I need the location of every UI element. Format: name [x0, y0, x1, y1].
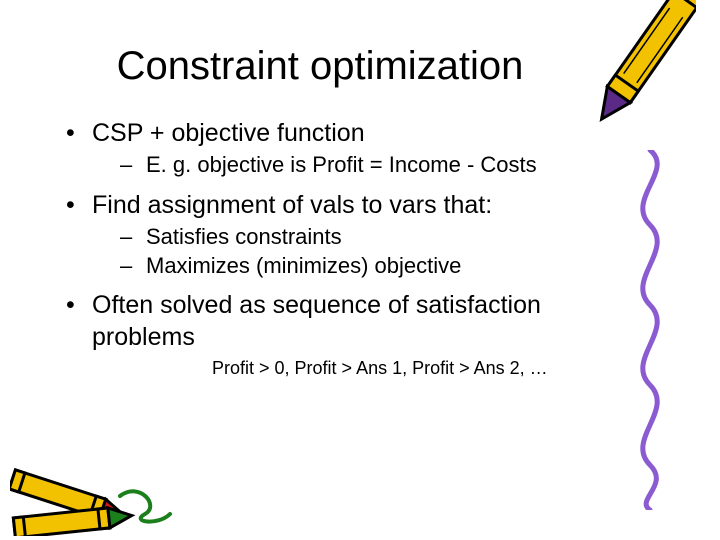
sub-bullet-list: Satisfies constraints Maximizes (minimiz… [92, 223, 626, 280]
bullet-item: CSP + objective function E. g. objective… [66, 118, 626, 180]
crayons-bottom-icon [10, 436, 210, 536]
sub-bullet-text: E. g. objective is Profit = Income - Cos… [146, 152, 537, 177]
bullet-item: Often solved as sequence of satisfaction… [66, 290, 626, 379]
sub-bullet-text: Maximizes (minimizes) objective [146, 253, 461, 278]
sub-bullet-item: E. g. objective is Profit = Income - Cos… [92, 151, 626, 180]
bullet-item: Find assignment of vals to vars that: Sa… [66, 190, 626, 280]
squiggle-icon [620, 150, 680, 510]
sub-bullet-item: Satisfies constraints [92, 223, 626, 252]
foot-line: Profit > 0, Profit > Ans 1, Profit > Ans… [92, 357, 626, 380]
bullet-text: Often solved as sequence of satisfaction… [92, 291, 541, 350]
slide-body: CSP + objective function E. g. objective… [66, 118, 626, 385]
sub-bullet-item: Maximizes (minimizes) objective [92, 252, 626, 281]
bullet-text: CSP + objective function [92, 119, 365, 147]
bullet-list: CSP + objective function E. g. objective… [66, 118, 626, 379]
sub-bullet-list: E. g. objective is Profit = Income - Cos… [92, 151, 626, 180]
bullet-text: Find assignment of vals to vars that: [92, 191, 492, 219]
slide: Constraint optimization CSP + objective … [0, 0, 720, 540]
slide-title: Constraint optimization [0, 44, 640, 89]
sub-bullet-text: Satisfies constraints [146, 224, 342, 249]
